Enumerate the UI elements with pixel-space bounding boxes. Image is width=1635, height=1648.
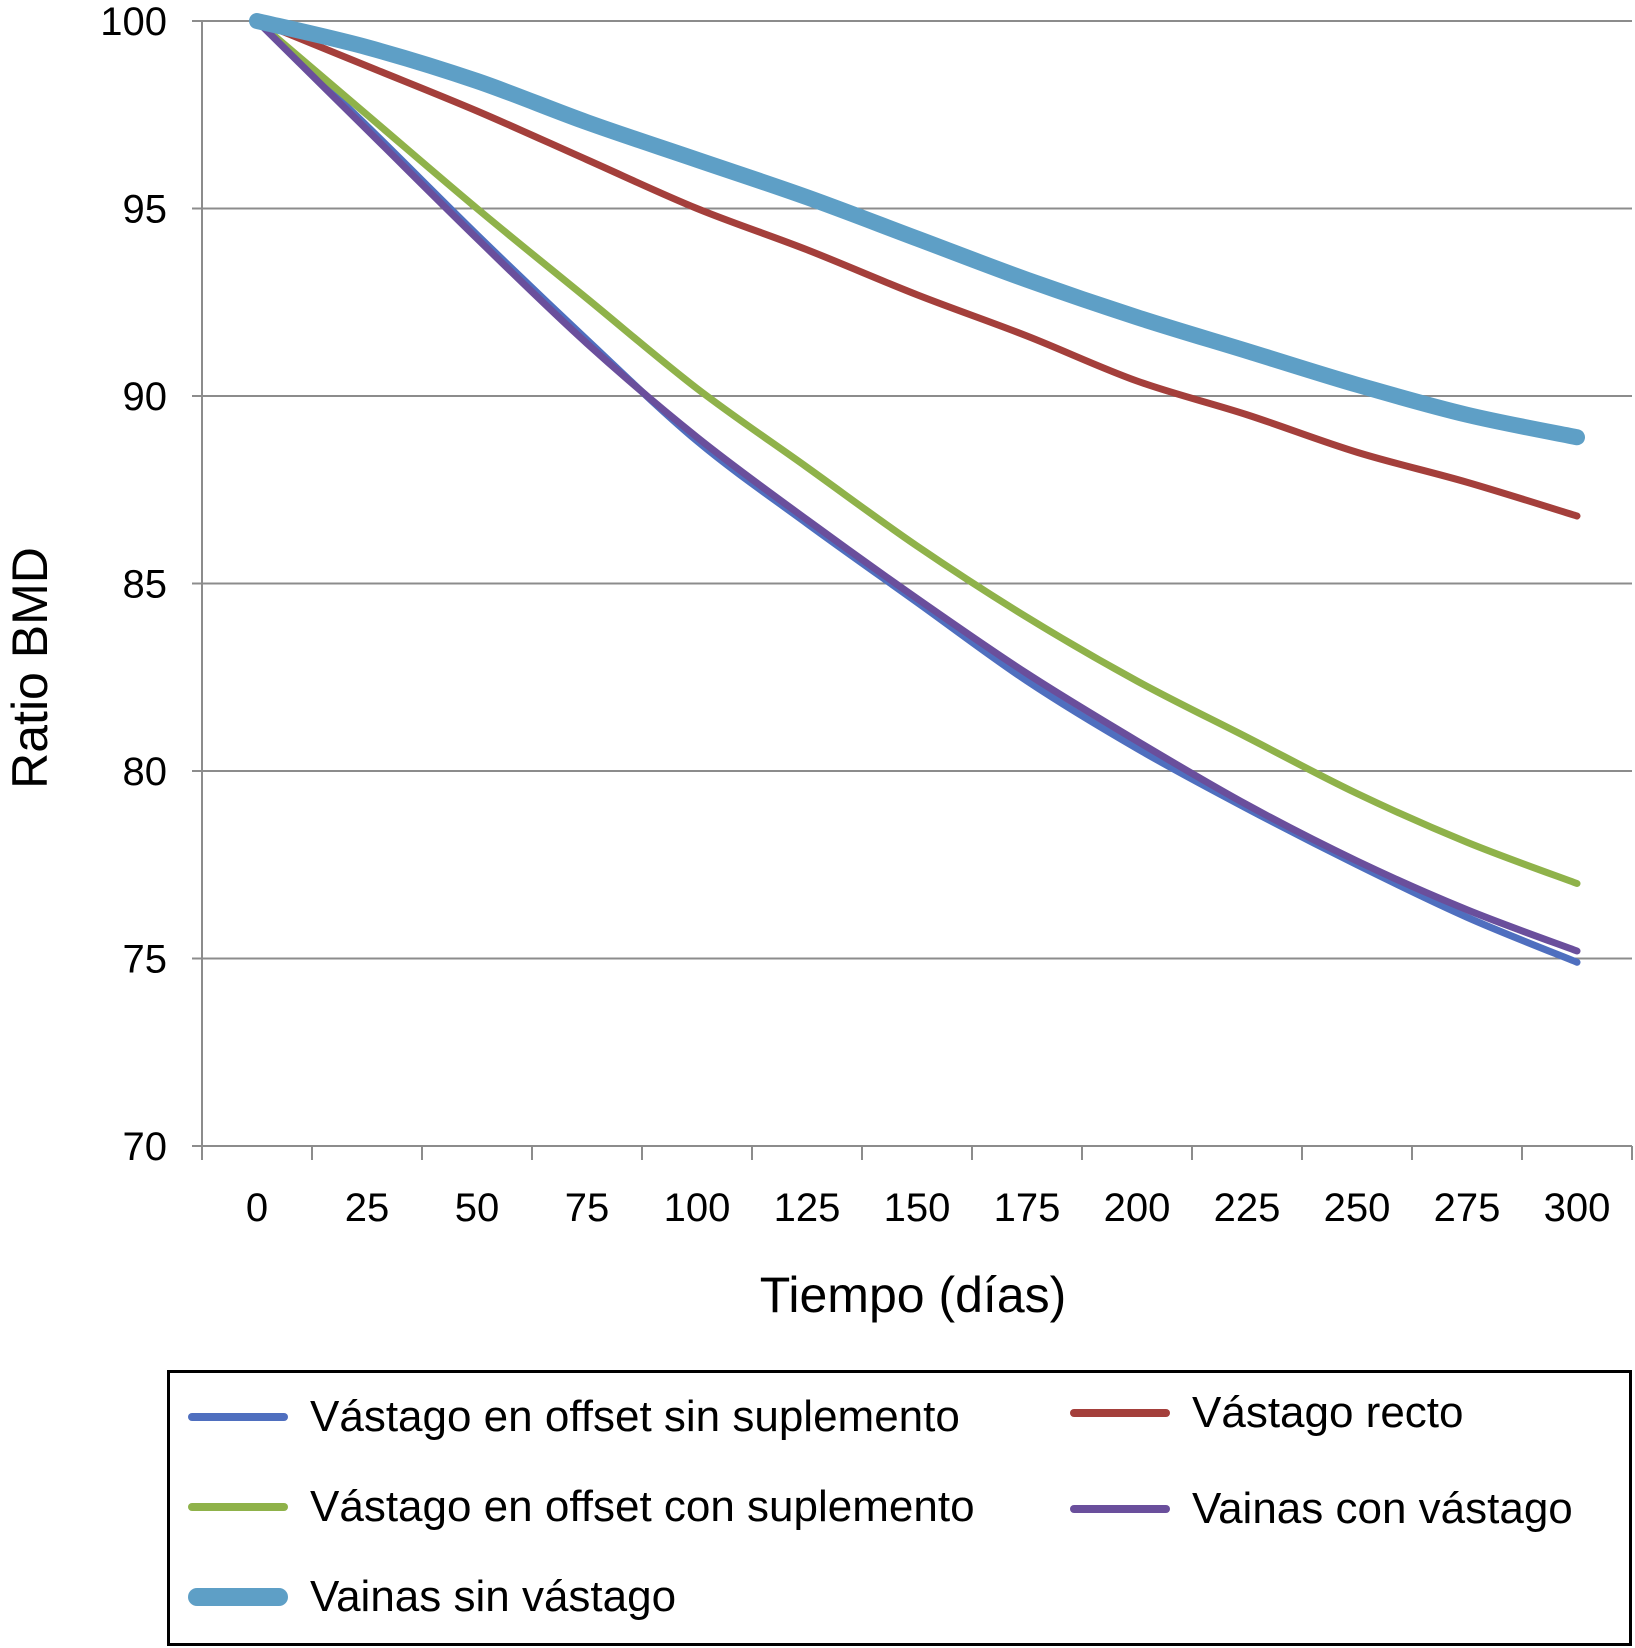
x-tick-label: 50 (455, 1186, 500, 1230)
legend-swatch-recto (1070, 1409, 1170, 1417)
x-tick-label: 0 (246, 1186, 268, 1230)
series-lines (249, 13, 1585, 966)
legend-swatch-offset-con-suplemento (188, 1503, 288, 1511)
y-axis-title: Ratio BMD (2, 547, 58, 789)
axes (192, 21, 1633, 1160)
legend-swatch-vainas-con-vastago (1070, 1505, 1170, 1513)
x-tick-label: 25 (345, 1186, 390, 1230)
x-tick-label: 225 (1214, 1186, 1281, 1230)
legend-label: Vástago recto (1192, 1388, 1464, 1437)
y-tick-label: 80 (123, 750, 168, 794)
legend-label: Vainas con vástago (1192, 1484, 1573, 1533)
x-tick-label: 150 (884, 1186, 951, 1230)
legend: Vástago en offset sin suplemento Vástago… (167, 1370, 1632, 1646)
y-tick-label: 90 (123, 375, 168, 419)
x-tick-label: 175 (994, 1186, 1061, 1230)
legend-label: Vástago en offset sin suplemento (310, 1392, 960, 1441)
legend-swatch-vainas-sin-vastago (188, 1588, 288, 1606)
y-tick-label: 85 (123, 563, 168, 607)
x-tick-label: 250 (1324, 1186, 1391, 1230)
x-tick-label: 100 (664, 1186, 731, 1230)
legend-item-offset-con-suplemento: Vástago en offset con suplemento (188, 1477, 975, 1537)
x-axis-title: Tiempo (días) (760, 1267, 1067, 1323)
x-tick-label: 300 (1544, 1186, 1611, 1230)
tick-labels: 100 95 90 85 80 75 70 0 25 50 75 100 125 150 175 200 225… (100, 0, 1610, 1230)
x-tick-label: 75 (565, 1186, 610, 1230)
series-line-1 (253, 17, 1581, 520)
y-tick-label: 100 (100, 0, 167, 44)
legend-label: Vainas sin vástago (310, 1572, 677, 1621)
line-chart: 100 95 90 85 80 75 70 0 25 50 75 100 125 150 175 200 225… (2, 0, 1633, 1323)
legend-item-vainas-sin-vastago: Vainas sin vástago (188, 1567, 676, 1627)
series-line-3 (253, 17, 1581, 955)
y-tick-label: 95 (123, 188, 168, 232)
x-tick-label: 125 (774, 1186, 841, 1230)
legend-item-recto: Vástago recto (1070, 1383, 1464, 1443)
y-tick-label: 70 (123, 1125, 168, 1169)
x-tick-label: 200 (1104, 1186, 1171, 1230)
gridlines (192, 20, 1632, 960)
series-line-4 (249, 13, 1585, 446)
legend-swatch-offset-sin-suplemento (188, 1413, 288, 1421)
y-tick-label: 75 (123, 938, 168, 982)
legend-item-vainas-con-vastago: Vainas con vástago (1070, 1479, 1573, 1539)
series-line-0 (253, 17, 1581, 966)
x-tick-label: 275 (1434, 1186, 1501, 1230)
legend-label: Vástago en offset con suplemento (310, 1482, 975, 1531)
series-line-2 (253, 17, 1581, 887)
legend-item-offset-sin-suplemento: Vástago en offset sin suplemento (188, 1387, 960, 1447)
